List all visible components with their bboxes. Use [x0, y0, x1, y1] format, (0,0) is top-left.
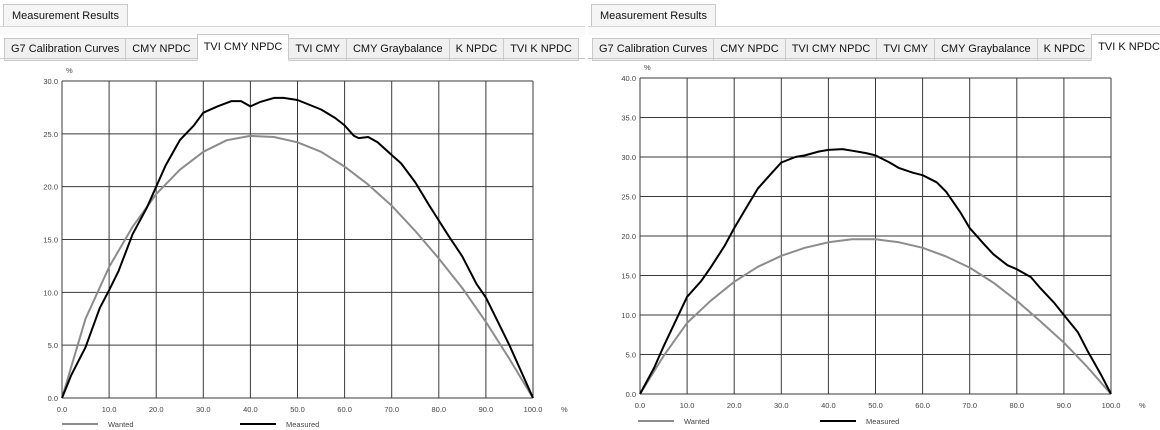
x-tick-label: 40.0: [243, 405, 258, 414]
x-tick-label: 70.0: [384, 405, 399, 414]
left-results-panel: Measurement Results G7 Calibration Curve…: [0, 4, 585, 429]
x-tick-label: 60.0: [915, 401, 930, 410]
x-tick-label: 20.0: [727, 401, 742, 410]
x-tick-label: 20.0: [149, 405, 164, 414]
x-tick-label: 80.0: [1009, 401, 1024, 410]
x-tick-label: 90.0: [1057, 401, 1072, 410]
tab-cmy-npdc[interactable]: CMY NPDC: [125, 38, 198, 61]
x-tick-label: 0.0: [57, 405, 67, 414]
tab-tvi-k-npdc[interactable]: TVI K NPDC: [503, 38, 579, 61]
y-tick-label: 20.0: [43, 183, 58, 192]
measurement-results-tab[interactable]: Measurement Results: [591, 4, 716, 27]
x-axis-unit: %: [561, 405, 568, 414]
tab-bar-divider: [588, 58, 1160, 59]
series-line-measured: [61, 96, 534, 399]
y-tick-label: 30.0: [43, 77, 58, 86]
x-tick-label: 30.0: [774, 401, 789, 410]
x-tick-label: 30.0: [196, 405, 211, 414]
legend-label-wanted: Wanted: [684, 417, 710, 426]
y-tick-label: 10.0: [43, 288, 58, 297]
x-tick-label: 60.0: [337, 405, 352, 414]
tvi-cmy-npdc-chart: 0.0 10.0 20.0 30.0 40.0 50.0 60.0 70.0 80.0 90.0 1…: [43, 66, 568, 429]
x-tick-label: 100.0: [1102, 401, 1121, 410]
chart-tab-bar: G7 Calibration Curves CMY NPDC TVI CMY N…: [4, 34, 579, 61]
legend-label-wanted: Wanted: [108, 420, 134, 429]
x-tick-label: 0.0: [635, 401, 645, 410]
measurement-results-tab[interactable]: Measurement Results: [3, 4, 128, 27]
x-tick-label: 100.0: [524, 405, 543, 414]
tab-tvi-cmy[interactable]: TVI CMY: [876, 38, 935, 61]
y-tick-label: 30.0: [621, 153, 636, 162]
y-tick-label: 15.0: [621, 272, 636, 281]
y-tick-label: 10.0: [621, 311, 636, 320]
tab-cmy-graybalance[interactable]: CMY Graybalance: [933, 38, 1038, 61]
y-tick-label: 5.0: [626, 351, 636, 360]
series-line-measured: [639, 148, 1112, 395]
x-tick-label: 10.0: [680, 401, 695, 410]
x-tick-label: 50.0: [290, 405, 305, 414]
y-tick-label: 0.0: [626, 390, 636, 399]
tab-k-npdc[interactable]: K NPDC: [448, 38, 505, 61]
series-line-wanted: [639, 238, 1112, 395]
tvi-k-npdc-chart: 0.0 10.0 20.0 30.0 40.0 50.0 60.0 70.0 80.0 90.0 1…: [621, 63, 1146, 426]
tab-bar-divider: [0, 58, 585, 59]
y-tick-label: 25.0: [43, 130, 58, 139]
y-axis-unit: %: [644, 63, 651, 72]
chart-tab-bar: G7 Calibration Curves CMY NPDC TVI CMY N…: [592, 34, 1160, 61]
x-tick-label: 50.0: [868, 401, 883, 410]
x-tick-label: 70.0: [962, 401, 977, 410]
x-tick-label: 40.0: [821, 401, 836, 410]
legend-label-measured: Measured: [286, 420, 319, 429]
y-tick-label: 35.0: [621, 114, 636, 123]
y-tick-label: 15.0: [43, 236, 58, 245]
y-axis-unit: %: [66, 66, 73, 75]
y-tick-label: 5.0: [48, 341, 58, 350]
x-tick-label: 10.0: [102, 405, 117, 414]
tab-g7-calibration-curves[interactable]: G7 Calibration Curves: [4, 38, 127, 61]
x-tick-label: 90.0: [479, 405, 494, 414]
y-tick-label: 25.0: [621, 193, 636, 202]
results-header-strip: [588, 26, 1160, 35]
x-axis-unit: %: [1139, 401, 1146, 410]
y-tick-label: 40.0: [621, 74, 636, 83]
results-header-strip: [0, 26, 585, 35]
tab-tvi-k-npdc[interactable]: TVI K NPDC: [1091, 34, 1160, 61]
tab-g7-calibration-curves[interactable]: G7 Calibration Curves: [592, 38, 715, 61]
series-line-wanted: [61, 134, 534, 399]
y-tick-label: 20.0: [621, 232, 636, 241]
tab-tvi-cmy-npdc[interactable]: TVI CMY NPDC: [196, 34, 290, 61]
y-tick-label: 0.0: [48, 394, 58, 403]
tab-cmy-graybalance[interactable]: CMY Graybalance: [345, 38, 450, 61]
x-tick-label: 80.0: [431, 405, 446, 414]
right-results-panel: Measurement Results G7 Calibration Curve…: [588, 0, 1160, 430]
tab-cmy-npdc[interactable]: CMY NPDC: [713, 38, 786, 61]
legend-label-measured: Measured: [866, 417, 899, 426]
tab-tvi-cmy-npdc[interactable]: TVI CMY NPDC: [784, 38, 878, 61]
